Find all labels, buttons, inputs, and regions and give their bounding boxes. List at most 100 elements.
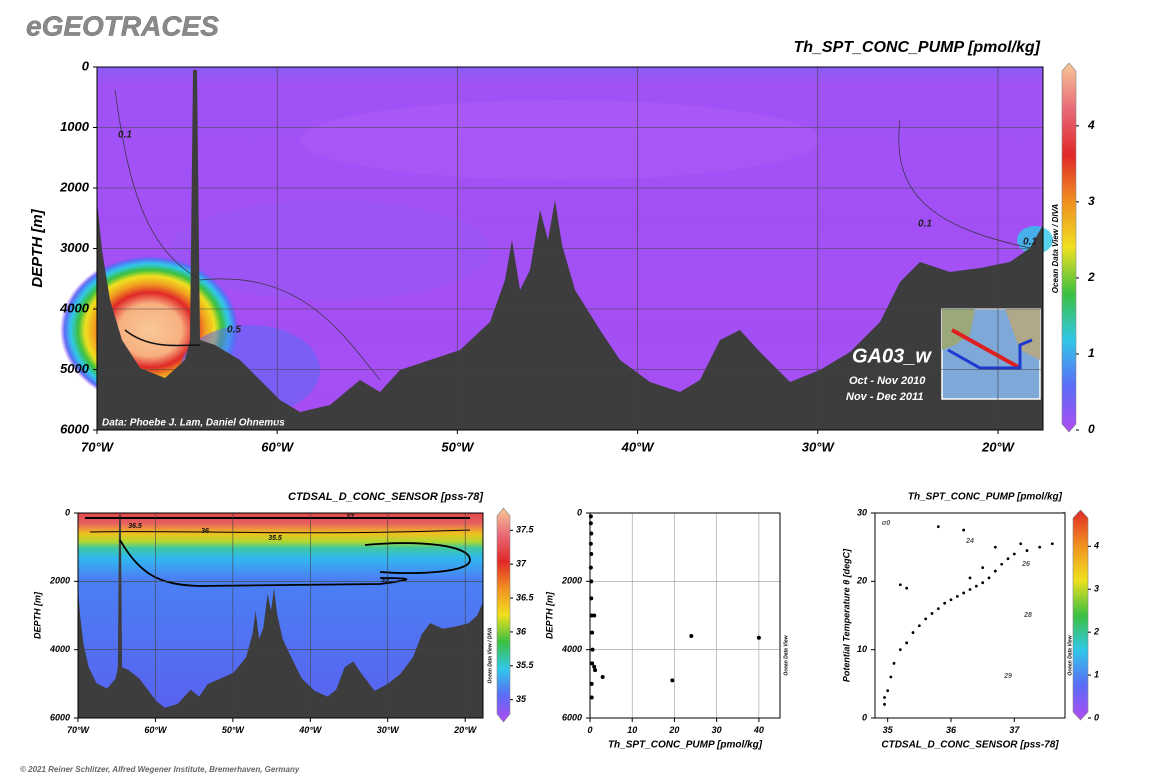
point	[968, 576, 972, 580]
point	[588, 521, 593, 526]
point	[917, 624, 921, 628]
point	[1000, 562, 1004, 566]
point	[590, 647, 595, 652]
point	[1050, 542, 1054, 546]
credit: Data: Phoebe J. Lam, Daniel Ohnemus	[102, 418, 285, 429]
colorbar-label: 1	[1094, 669, 1099, 679]
y-tick-label: 4000	[561, 644, 582, 654]
point	[962, 591, 966, 595]
point	[1006, 557, 1010, 561]
y-tick-label: 0	[862, 712, 867, 722]
x-tick-label: 20	[668, 725, 679, 735]
point	[905, 586, 909, 590]
point	[600, 675, 605, 679]
y-tick-label: 2000	[49, 576, 70, 586]
y-axis-label: DEPTH [m]	[544, 591, 554, 639]
point	[588, 514, 593, 519]
point	[1012, 552, 1016, 556]
x-tick-label: 30°W	[377, 725, 401, 735]
point	[588, 541, 593, 546]
y-tick-label: 1000	[60, 119, 90, 134]
contour-label: 0.1	[1023, 237, 1037, 248]
x-tick-label: 20°W	[981, 440, 1016, 455]
point	[1019, 542, 1023, 546]
y-tick-label: 4000	[59, 300, 90, 315]
x-tick-label: 30	[712, 725, 722, 735]
plot-area	[875, 513, 1065, 718]
point	[593, 668, 598, 673]
point	[1025, 549, 1029, 552]
point	[883, 702, 886, 706]
contour-label: 24	[965, 538, 974, 545]
point	[889, 675, 893, 679]
point	[589, 681, 594, 686]
x-tick-label: 50°W	[441, 440, 475, 455]
colorbar	[1061, 62, 1077, 433]
point	[930, 612, 934, 615]
colorbar-label: 1	[1088, 346, 1095, 360]
y-axis-label: DEPTH [m]	[32, 591, 42, 639]
contour-label: 29	[1003, 673, 1012, 680]
software-label: Ocean Data View	[783, 634, 789, 675]
point	[987, 576, 991, 580]
colorbar-label: 2	[1093, 627, 1099, 637]
plot-frame	[77, 512, 484, 719]
colorbar-label: 0	[1094, 712, 1099, 722]
point	[936, 525, 940, 529]
colorbar-label: 35	[516, 694, 527, 704]
point	[943, 601, 947, 605]
colorbar-label: 3	[1094, 584, 1099, 594]
point	[993, 569, 997, 573]
y-tick-label: 5000	[60, 361, 90, 376]
y-tick-label: 6000	[562, 712, 582, 722]
colorbar-label: 36	[516, 626, 527, 636]
y-tick-label: 2000	[561, 576, 582, 586]
y-tick-label: 0	[577, 507, 582, 517]
point	[892, 661, 896, 665]
point	[924, 617, 928, 621]
point	[589, 596, 594, 601]
contour-label: 28	[1023, 612, 1032, 619]
x-tick-label: 40	[753, 725, 764, 735]
software-label: Ocean Data View / DIVA	[1051, 204, 1060, 294]
colorbar-label: 4	[1093, 541, 1099, 551]
point	[590, 630, 595, 635]
contour-label: 0.1	[118, 130, 132, 141]
y-tick-label: 10	[857, 644, 867, 654]
inset-map	[941, 308, 1041, 400]
contour-label: 36	[201, 528, 209, 535]
colorbar	[1072, 509, 1089, 721]
contour-label: 36.5	[128, 523, 142, 530]
point	[883, 696, 886, 699]
contour-label: 35	[381, 577, 389, 584]
point	[993, 545, 997, 549]
cruise-date: Nov - Dec 2011	[846, 391, 923, 403]
colorbar-label: 37	[516, 559, 527, 569]
point	[981, 566, 985, 570]
contour-label: 26	[1021, 561, 1030, 568]
point	[974, 584, 978, 588]
colorbar-label: 4	[1087, 118, 1095, 132]
point	[949, 598, 953, 602]
contour-label: 0.5	[227, 325, 241, 336]
point	[590, 661, 595, 666]
point	[689, 634, 694, 638]
y-tick-label: 6000	[60, 421, 90, 436]
point	[589, 552, 594, 556]
point	[905, 641, 909, 645]
software-label: Ocean Data View / DIVA	[487, 627, 493, 683]
point	[588, 565, 593, 570]
x-tick-label: 36	[946, 725, 957, 735]
x-tick-label: 10	[627, 725, 637, 735]
contour-label: 0.1	[918, 219, 932, 230]
chart-title: Th_SPT_CONC_PUMP [pmol/kg]	[908, 492, 1063, 503]
colorbar-label: 36.5	[516, 592, 535, 602]
point	[756, 635, 761, 640]
point	[1038, 545, 1042, 549]
x-tick-label: 60°W	[261, 440, 295, 455]
point	[911, 631, 915, 634]
x-tick-label: 40°W	[298, 725, 323, 735]
contour-label: σ0	[882, 520, 891, 527]
software-label: Ocean Data View	[1067, 634, 1073, 675]
point	[589, 579, 594, 584]
